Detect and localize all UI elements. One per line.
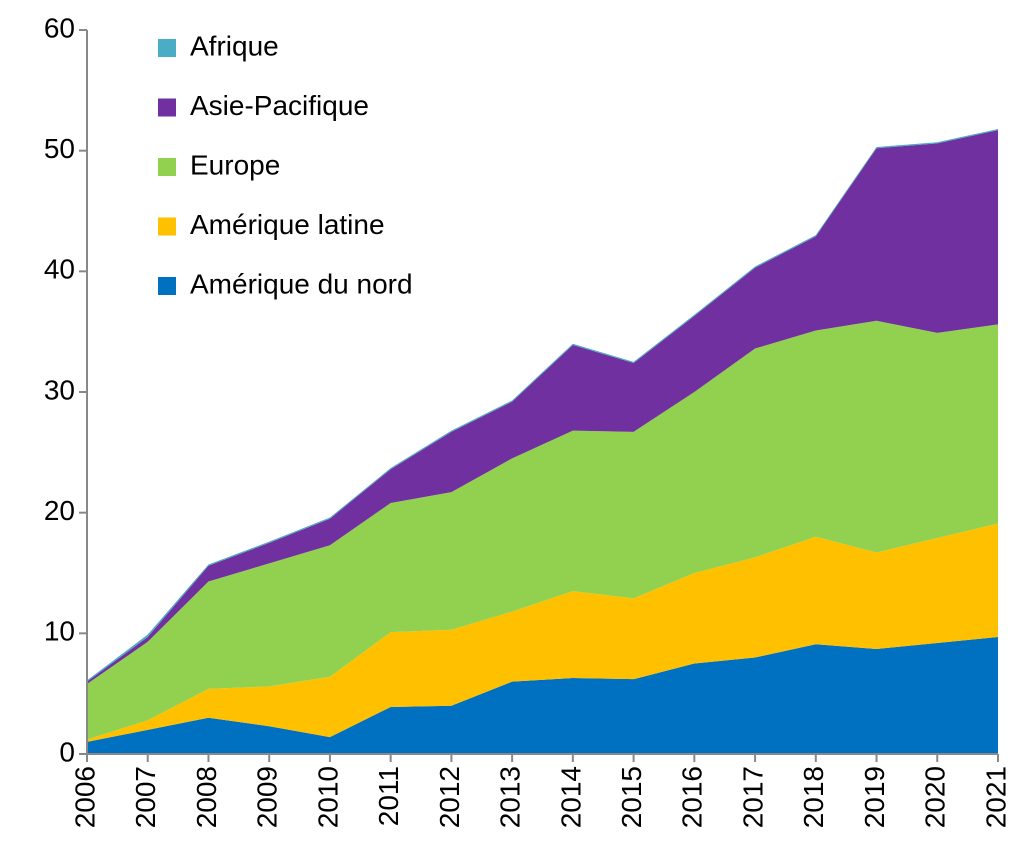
x-tick-label: 2020 [920,766,951,828]
x-tick-label: 2012 [434,766,465,828]
y-tick-label: 60 [44,12,75,43]
legend-label: Afrique [190,30,279,61]
legend-swatch [158,98,176,117]
x-tick-label: 2011 [373,766,404,826]
x-tick-label: 2006 [69,766,100,828]
x-tick-label: 2008 [191,766,222,828]
legend-swatch [158,217,176,236]
legend-swatch [158,39,176,57]
area [87,320,998,740]
x-tick-label: 2007 [130,766,161,828]
x-tick-label: 2013 [495,766,526,828]
y-tick-label: 30 [44,374,75,405]
x-tick-label: 2021 [980,766,1011,828]
y-tick-label: 40 [44,254,75,285]
x-tick-label: 2009 [252,766,283,828]
area [87,523,998,742]
x-tick-label: 2014 [555,766,586,828]
y-tick-label: 0 [59,736,75,767]
legend-label: Europe [190,149,280,180]
y-tick-label: 20 [44,495,75,526]
x-tick-label: 2016 [677,766,708,828]
x-tick-label: 2017 [737,766,768,828]
area [87,130,998,685]
x-tick-label: 2019 [859,766,890,828]
legend-label: Amérique du nord [190,268,413,299]
x-tick-label: 2015 [616,766,647,828]
y-tick-label: 50 [44,133,75,164]
x-tick-label: 2018 [798,766,829,828]
area [87,636,998,754]
legend-swatch [158,277,176,295]
legend-label: Amérique latine [190,209,385,240]
legend-swatch [158,158,176,176]
legend-label: Asie-Pacifique [190,90,369,121]
x-tick-label: 2010 [312,766,343,828]
y-tick-label: 10 [44,616,75,647]
